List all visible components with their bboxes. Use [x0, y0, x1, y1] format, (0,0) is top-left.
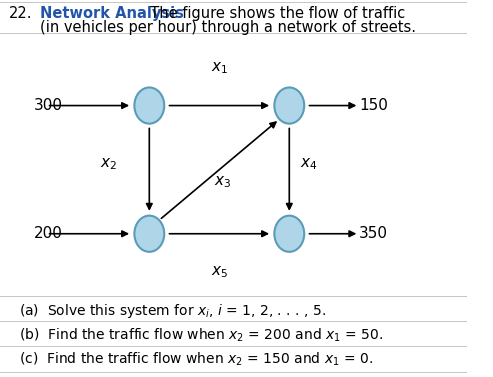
Text: $x_1$: $x_1$ [211, 60, 228, 76]
Ellipse shape [275, 216, 304, 252]
Text: 150: 150 [359, 98, 388, 113]
Text: (a)  Solve this system for $x_i$, $i$ = 1, 2, . . . , 5.: (a) Solve this system for $x_i$, $i$ = 1… [19, 302, 326, 320]
Text: $x_2$: $x_2$ [101, 156, 118, 172]
Text: The figure shows the flow of traffic: The figure shows the flow of traffic [141, 6, 406, 21]
Ellipse shape [275, 87, 304, 124]
Text: 300: 300 [34, 98, 63, 113]
Text: 200: 200 [34, 226, 63, 241]
Text: $x_4$: $x_4$ [301, 156, 318, 172]
Ellipse shape [135, 87, 164, 124]
Text: $x_5$: $x_5$ [211, 265, 228, 280]
Text: $x_3$: $x_3$ [213, 174, 231, 190]
Text: 350: 350 [359, 226, 388, 241]
Ellipse shape [135, 216, 164, 252]
Text: (in vehicles per hour) through a network of streets.: (in vehicles per hour) through a network… [39, 20, 416, 35]
Text: (b)  Find the traffic flow when $x_2$ = 200 and $x_1$ = 50.: (b) Find the traffic flow when $x_2$ = 2… [19, 326, 383, 343]
Text: Network Analysis: Network Analysis [39, 6, 183, 21]
Text: (c)  Find the traffic flow when $x_2$ = 150 and $x_1$ = 0.: (c) Find the traffic flow when $x_2$ = 1… [19, 351, 373, 368]
Text: 22.: 22. [9, 6, 33, 21]
